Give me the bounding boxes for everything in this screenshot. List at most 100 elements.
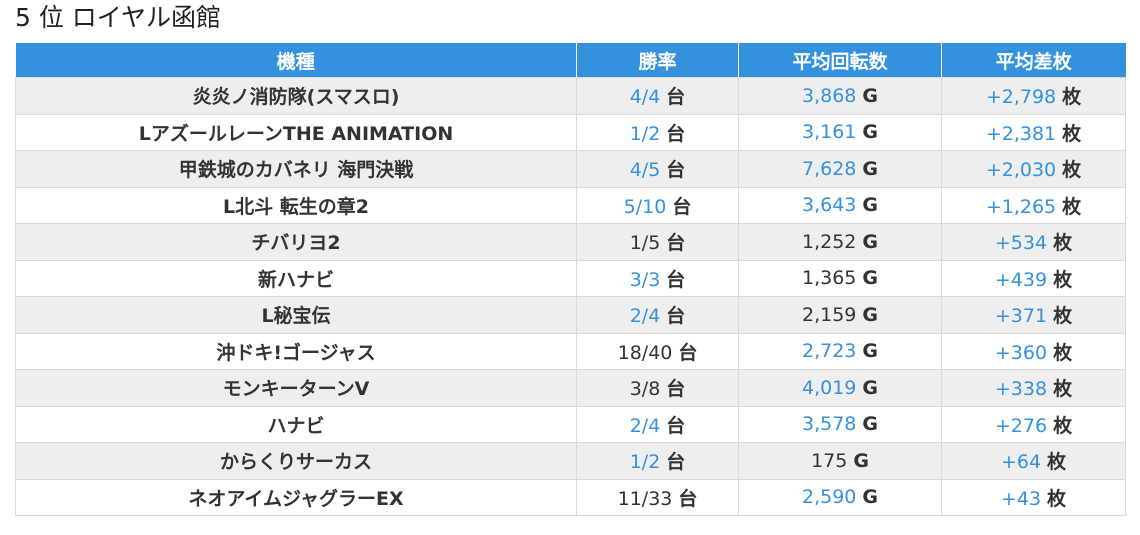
- avg-spins-value: 1,252: [801, 230, 857, 253]
- win-rate-unit: 台: [666, 305, 686, 328]
- avg-spins-value[interactable]: 3,161: [801, 121, 857, 144]
- avg-diff-value[interactable]: +534: [994, 232, 1048, 255]
- avg-spins-value[interactable]: 7,628: [801, 157, 857, 180]
- avg-spins-unit: G: [862, 486, 878, 509]
- avg-diff-unit: 枚: [1062, 86, 1082, 109]
- table-row: 甲鉄城のカバネリ 海門決戦 4/5 台 7,628 G +2,030 枚: [15, 150, 1126, 187]
- cell-win-rate: 2/4 台: [576, 405, 739, 443]
- avg-spins-unit: G: [862, 376, 878, 399]
- avg-spins-value: 1,365: [801, 267, 857, 290]
- cell-win-rate: 5/10 台: [576, 186, 739, 224]
- win-rate-unit: 台: [666, 414, 686, 437]
- avg-diff-value[interactable]: +43: [1000, 487, 1042, 510]
- cell-win-rate: 4/5 台: [576, 150, 739, 187]
- avg-diff-unit: 枚: [1053, 232, 1073, 255]
- win-rate-value[interactable]: 4/4: [629, 86, 661, 109]
- avg-spins-value[interactable]: 3,643: [801, 194, 857, 217]
- cell-win-rate: 18/40 台: [576, 332, 739, 370]
- avg-diff-value[interactable]: +2,798: [985, 86, 1057, 109]
- win-rate-value[interactable]: 4/5: [629, 159, 661, 182]
- avg-spins-unit: G: [862, 303, 878, 326]
- table-row: L北斗 転生の章2 5/10 台 3,643 G +1,265 枚: [15, 186, 1126, 224]
- cell-model-name: L北斗 転生の章2: [15, 186, 577, 224]
- avg-diff-unit: 枚: [1053, 341, 1073, 364]
- table-header: 機種 勝率 平均回転数 平均差枚: [15, 43, 1126, 78]
- cell-avg-diff: +2,798 枚: [941, 77, 1126, 114]
- table-row: 新ハナビ 3/3 台 1,365 G +439 枚: [15, 259, 1126, 297]
- avg-diff-unit: 枚: [1062, 159, 1082, 182]
- win-rate-unit: 台: [666, 122, 686, 145]
- win-rate-value[interactable]: 5/10: [623, 195, 667, 218]
- win-rate-unit: 台: [666, 86, 686, 109]
- avg-diff-value[interactable]: +439: [994, 268, 1048, 291]
- avg-spins-value[interactable]: 3,868: [801, 84, 857, 107]
- cell-win-rate: 3/3 台: [576, 259, 739, 297]
- cell-win-rate: 1/2 台: [576, 113, 739, 151]
- cell-win-rate: 1/2 台: [576, 442, 739, 479]
- table-row: 炎炎ノ消防隊(スマスロ) 4/4 台 3,868 G +2,798 枚: [15, 77, 1126, 114]
- cell-avg-diff: +534 枚: [941, 223, 1126, 260]
- avg-diff-value[interactable]: +64: [1000, 451, 1042, 474]
- avg-spins-unit: G: [862, 157, 878, 180]
- win-rate-value: 1/5: [629, 232, 661, 255]
- avg-diff-unit: 枚: [1053, 414, 1073, 437]
- table-row: モンキーターンV 3/8 台 4,019 G +338 枚: [15, 369, 1126, 406]
- cell-model-name: 新ハナビ: [15, 259, 577, 297]
- avg-spins-unit: G: [862, 230, 878, 253]
- cell-avg-diff: +439 枚: [941, 259, 1126, 297]
- header-avg-diff: 平均差枚: [941, 43, 1126, 78]
- avg-spins-unit: G: [853, 449, 869, 472]
- cell-avg-spins: 1,365 G: [738, 259, 942, 297]
- avg-diff-unit: 枚: [1062, 122, 1082, 145]
- cell-model-name: ネオアイムジャグラーEX: [15, 478, 577, 516]
- avg-spins-value[interactable]: 2,590: [801, 486, 857, 509]
- cell-avg-spins: 1,252 G: [738, 223, 942, 260]
- cell-avg-diff: +64 枚: [941, 442, 1126, 479]
- avg-diff-value[interactable]: +1,265: [985, 195, 1057, 218]
- avg-diff-value[interactable]: +2,381: [985, 122, 1057, 145]
- avg-diff-value[interactable]: +371: [994, 305, 1048, 328]
- avg-diff-unit: 枚: [1053, 268, 1073, 291]
- win-rate-unit: 台: [666, 159, 686, 182]
- cell-model-name: 沖ドキ!ゴージャス: [15, 332, 577, 370]
- cell-avg-diff: +338 枚: [941, 369, 1126, 406]
- avg-spins-value[interactable]: 3,578: [801, 413, 857, 436]
- avg-spins-value[interactable]: 4,019: [801, 376, 857, 399]
- avg-spins-unit: G: [862, 267, 878, 290]
- avg-spins-value[interactable]: 2,723: [801, 340, 857, 363]
- cell-avg-spins: 175 G: [738, 442, 942, 479]
- win-rate-unit: 台: [666, 451, 686, 474]
- win-rate-value: 18/40: [617, 341, 673, 364]
- win-rate-value[interactable]: 1/2: [629, 451, 661, 474]
- header-model: 機種: [15, 43, 577, 78]
- avg-diff-value[interactable]: +338: [994, 378, 1048, 401]
- avg-spins-unit: G: [862, 84, 878, 107]
- avg-diff-value[interactable]: +360: [994, 341, 1048, 364]
- cell-avg-diff: +276 枚: [941, 405, 1126, 443]
- header-avg-spins: 平均回転数: [738, 43, 942, 78]
- win-rate-value[interactable]: 3/3: [629, 268, 661, 291]
- win-rate-value[interactable]: 1/2: [629, 122, 661, 145]
- cell-model-name: からくりサーカス: [15, 442, 577, 479]
- cell-win-rate: 11/33 台: [576, 478, 739, 516]
- header-row: 機種 勝率 平均回転数 平均差枚: [15, 43, 1126, 78]
- cell-avg-spins: 2,590 G: [738, 478, 942, 516]
- table-row: からくりサーカス 1/2 台 175 G +64 枚: [15, 442, 1126, 479]
- cell-avg-diff: +1,265 枚: [941, 186, 1126, 224]
- cell-model-name: ハナビ: [15, 405, 577, 443]
- cell-avg-diff: +43 枚: [941, 478, 1126, 516]
- win-rate-value[interactable]: 2/4: [629, 305, 661, 328]
- win-rate-value: 3/8: [629, 378, 661, 401]
- cell-avg-spins: 2,723 G: [738, 332, 942, 370]
- cell-avg-diff: +371 枚: [941, 296, 1126, 333]
- table-row: ネオアイムジャグラーEX 11/33 台 2,590 G +43 枚: [15, 478, 1126, 516]
- avg-diff-value[interactable]: +276: [994, 414, 1048, 437]
- avg-diff-unit: 枚: [1053, 378, 1073, 401]
- win-rate-value: 11/33: [617, 487, 673, 510]
- cell-model-name: モンキーターンV: [15, 369, 577, 406]
- avg-diff-value[interactable]: +2,030: [985, 159, 1057, 182]
- ranking-table: 機種 勝率 平均回転数 平均差枚 炎炎ノ消防隊(スマスロ) 4/4 台 3,868 G +…: [15, 43, 1126, 516]
- cell-avg-spins: 3,578 G: [738, 405, 942, 443]
- cell-win-rate: 2/4 台: [576, 296, 739, 333]
- win-rate-value[interactable]: 2/4: [629, 414, 661, 437]
